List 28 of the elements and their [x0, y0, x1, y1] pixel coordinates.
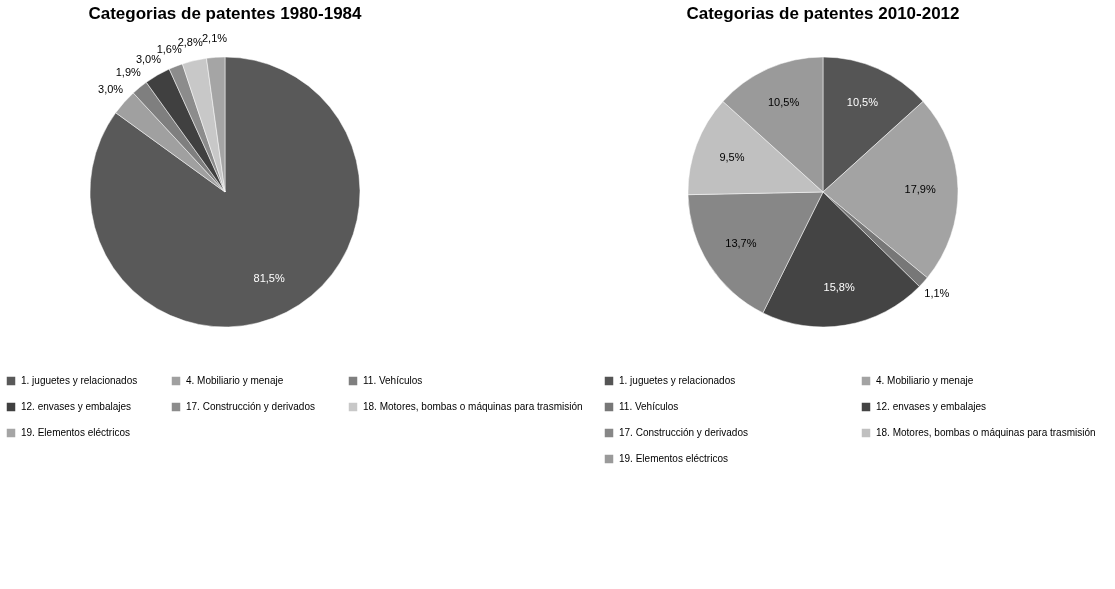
legend-label: 18. Motores, bombas o máquinas para trasmisión — [876, 427, 1096, 438]
data-label: 10,5% — [846, 96, 879, 109]
data-label: 13,7% — [725, 237, 757, 250]
data-label: 17,9% — [904, 182, 936, 195]
legend-label: 12. envases y embalajes — [876, 401, 987, 412]
legend-label: 4. Mobiliario y menaje — [876, 375, 974, 386]
chart-title: Categorias de patentes 2010-2012 — [686, 4, 960, 23]
data-label: 15,8% — [823, 280, 855, 293]
data-label: 10,5% — [767, 96, 800, 109]
legend-label: 19. Elementos eléctricos — [21, 427, 130, 438]
legend-label: 18. Motores, bombas o máquinas para trasmisión — [363, 401, 583, 412]
legend-label: 1. juguetes y relacionados — [619, 375, 736, 386]
data-label: 1,1% — [924, 287, 950, 300]
data-label: 9,5% — [719, 150, 745, 163]
data-label: 3,0% — [98, 83, 124, 96]
chart-title: Categorias de patentes 1980-1984 — [88, 4, 363, 23]
data-label: 1,9% — [115, 66, 141, 79]
legend-label: 11. Vehículos — [363, 375, 423, 386]
legend-label: 17. Construcción y derivados — [619, 427, 748, 438]
legend-label: 1. juguetes y relacionados — [21, 375, 138, 386]
legend-label: 12. envases y embalajes — [21, 401, 132, 412]
data-label: 81,5% — [253, 271, 285, 284]
pie-slice — [89, 56, 361, 328]
legend-label: 19. Elementos eléctricos — [619, 453, 728, 464]
legend-label: 11. Vehículos — [619, 401, 679, 412]
data-label: 3,0% — [135, 52, 162, 65]
legend-label: 17. Construcción y derivados — [186, 401, 315, 412]
legend-label: 4. Mobiliario y menaje — [186, 375, 284, 386]
